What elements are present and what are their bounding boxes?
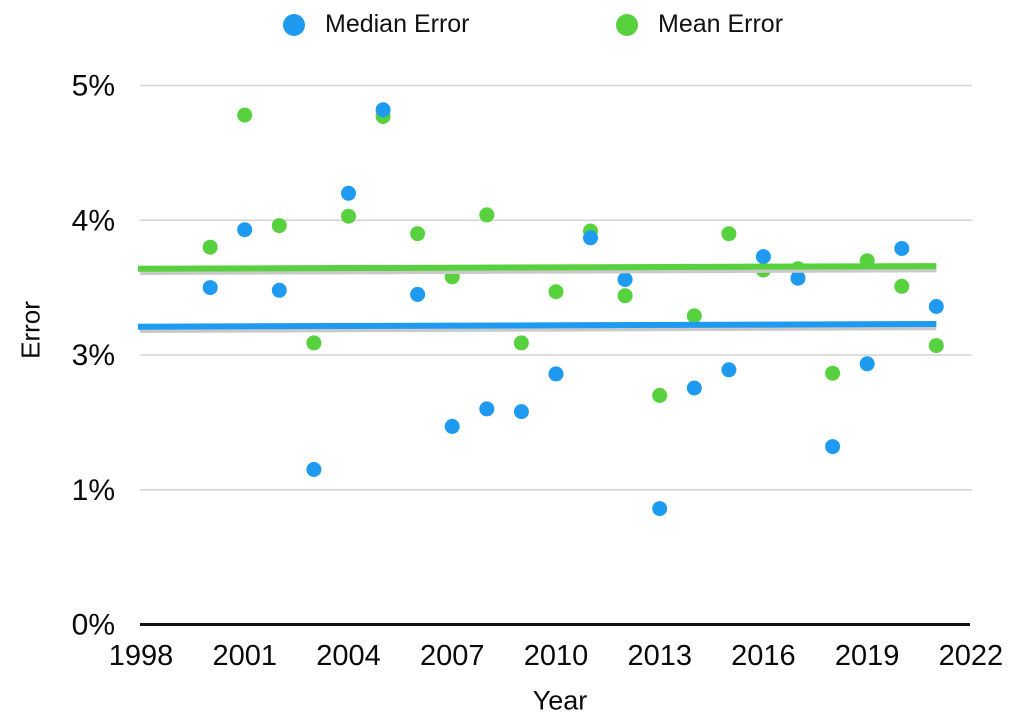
x-tick-label: 2016 [731, 640, 796, 672]
mean-point-2014 [686, 308, 702, 324]
median-point-2001 [237, 222, 253, 238]
mean-point-2020 [894, 278, 910, 294]
x-tick-label: 1998 [109, 640, 174, 672]
y-tick-label: 0% [72, 609, 115, 642]
median-point-2007 [444, 418, 460, 434]
median-point-2018 [825, 439, 841, 455]
median-point-2005 [375, 102, 391, 118]
median-point-2009 [513, 404, 529, 420]
legend-item-median-error: Median Error [283, 10, 470, 39]
median-point-2019 [859, 356, 875, 372]
x-axis-title: Year [532, 685, 588, 716]
median-point-2013 [652, 501, 668, 517]
mean-point-2015 [721, 226, 737, 242]
y-tick-label: 1% [72, 474, 115, 507]
legend-label-mean-error: Mean Error [658, 10, 784, 38]
median-point-2002 [271, 282, 287, 298]
median-point-2015 [721, 362, 737, 378]
y-tick-label: 4% [72, 204, 115, 237]
x-tick-label: 2022 [939, 640, 1004, 672]
median-point-2003 [306, 462, 322, 477]
x-tick-label: 2007 [420, 640, 485, 672]
mean-error-trend-shadow [139, 267, 937, 276]
x-tick-label: 2004 [316, 640, 381, 672]
median-point-2016 [755, 249, 771, 265]
x-tick-label: 2001 [212, 640, 277, 672]
mean-point-2006 [410, 226, 426, 242]
mean-point-2008 [479, 207, 495, 223]
legend-label-median-error: Median Error [325, 10, 470, 38]
mean-point-2012 [617, 288, 633, 304]
legend-item-mean-error: Mean Error [616, 10, 783, 39]
mean-point-2009 [513, 335, 529, 351]
mean-point-2001 [237, 107, 253, 123]
y-tick-label: 5% [72, 70, 115, 103]
median-point-2021 [928, 299, 944, 314]
median-point-2011 [583, 230, 598, 246]
median-point-2000 [202, 280, 218, 296]
x-tick-label: 2019 [835, 640, 900, 672]
x-tick-label: 2013 [627, 640, 692, 672]
median-point-2010 [548, 366, 564, 382]
mean-point-2000 [202, 239, 218, 255]
median-error-trend [137, 321, 937, 330]
mean-error-legend-dot-icon [616, 13, 638, 36]
mean-point-2002 [271, 218, 287, 234]
median-point-2017 [790, 270, 806, 286]
median-point-2006 [410, 286, 426, 302]
mean-error-trend [137, 263, 937, 272]
y-tick-label: 3% [72, 339, 115, 372]
median-error-legend-dot-icon [283, 13, 305, 36]
median-point-2012 [617, 272, 633, 287]
median-point-2004 [341, 185, 356, 201]
mean-point-2013 [652, 387, 668, 403]
x-tick-label: 2010 [524, 640, 589, 672]
mean-point-2010 [548, 284, 564, 300]
median-point-2008 [479, 401, 495, 417]
median-point-2020 [894, 241, 910, 256]
mean-point-2003 [306, 335, 322, 351]
mean-point-2004 [341, 208, 356, 224]
mean-point-2021 [928, 338, 944, 354]
median-point-2014 [686, 380, 702, 396]
median-error-trend-shadow [139, 325, 937, 333]
mean-point-2018 [825, 365, 841, 381]
